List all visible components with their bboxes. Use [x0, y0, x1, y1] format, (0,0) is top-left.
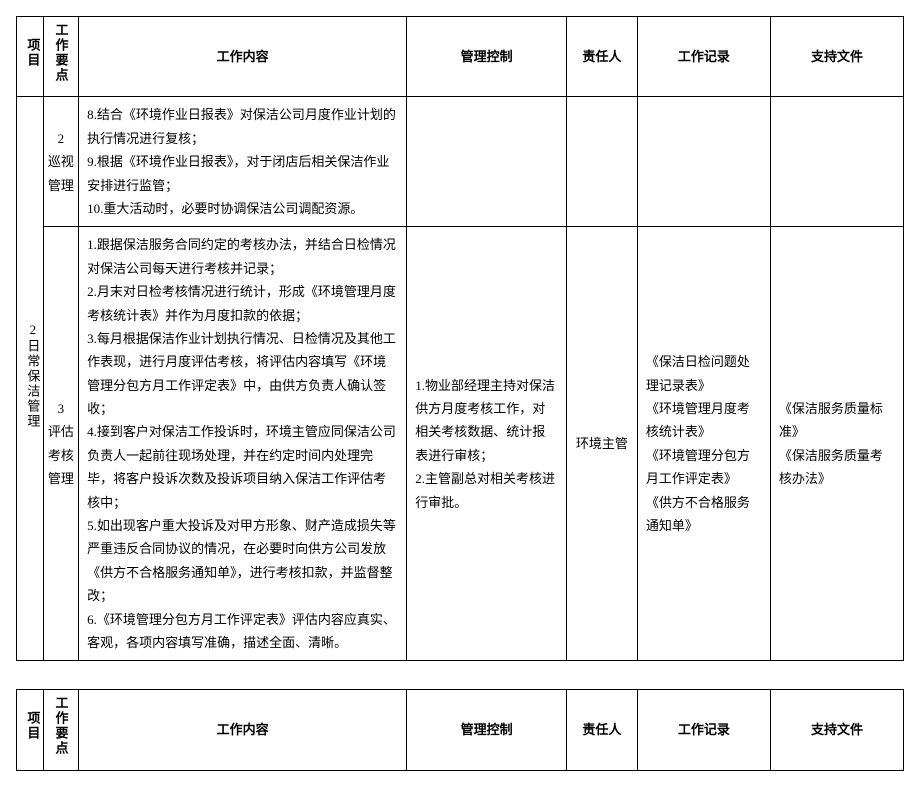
table-row: 3评估考核管理 1.跟据保洁服务合同约定的考核办法，并结合日检情况对保洁公司每天… — [17, 227, 904, 661]
header2-support: 支持文件 — [770, 690, 903, 770]
point-cell-1: 2巡视管理 — [43, 97, 78, 227]
support-cell-2: 《保洁服务质量标准》《保洁服务质量考核办法》 — [770, 227, 903, 661]
record-cell-1 — [637, 97, 770, 227]
control-cell-2: 1.物业部经理主持对保洁供方月度考核工作，对相关考核数据、统计报表进行审核；2.… — [407, 227, 567, 661]
main-table: 项目 工作要点 工作内容 管理控制 责任人 工作记录 支持文件 2日常保洁管理 … — [16, 16, 904, 661]
control-cell-1 — [407, 97, 567, 227]
header2-point: 工作要点 — [43, 690, 78, 770]
table-row: 2日常保洁管理 2巡视管理 8.结合《环境作业日报表》对保洁公司月度作业计划的执… — [17, 97, 904, 227]
content-cell-2: 1.跟据保洁服务合同约定的考核办法，并结合日检情况对保洁公司每天进行考核并记录；… — [79, 227, 407, 661]
header-project: 项目 — [17, 17, 44, 97]
header-row: 项目 工作要点 工作内容 管理控制 责任人 工作记录 支持文件 — [17, 17, 904, 97]
support-cell-1 — [770, 97, 903, 227]
header-responsible: 责任人 — [566, 17, 637, 97]
point-cell-2: 3评估考核管理 — [43, 227, 78, 661]
record-cell-2: 《保洁日检问题处理记录表》《环境管理月度考核统计表》《环境管理分包方月工作评定表… — [637, 227, 770, 661]
header-point: 工作要点 — [43, 17, 78, 97]
second-table: 项目 工作要点 工作内容 管理控制 责任人 工作记录 支持文件 — [16, 689, 904, 770]
project-cell: 2日常保洁管理 — [17, 97, 44, 661]
header2-control: 管理控制 — [407, 690, 567, 770]
header-content: 工作内容 — [79, 17, 407, 97]
responsible-cell-2: 环境主管 — [566, 227, 637, 661]
header-row-2: 项目 工作要点 工作内容 管理控制 责任人 工作记录 支持文件 — [17, 690, 904, 770]
header-record: 工作记录 — [637, 17, 770, 97]
header2-responsible: 责任人 — [566, 690, 637, 770]
responsible-cell-1 — [566, 97, 637, 227]
header2-record: 工作记录 — [637, 690, 770, 770]
content-cell-1: 8.结合《环境作业日报表》对保洁公司月度作业计划的执行情况进行复核；9.根据《环… — [79, 97, 407, 227]
header-control: 管理控制 — [407, 17, 567, 97]
header-support: 支持文件 — [770, 17, 903, 97]
header2-content: 工作内容 — [79, 690, 407, 770]
header2-project: 项目 — [17, 690, 44, 770]
